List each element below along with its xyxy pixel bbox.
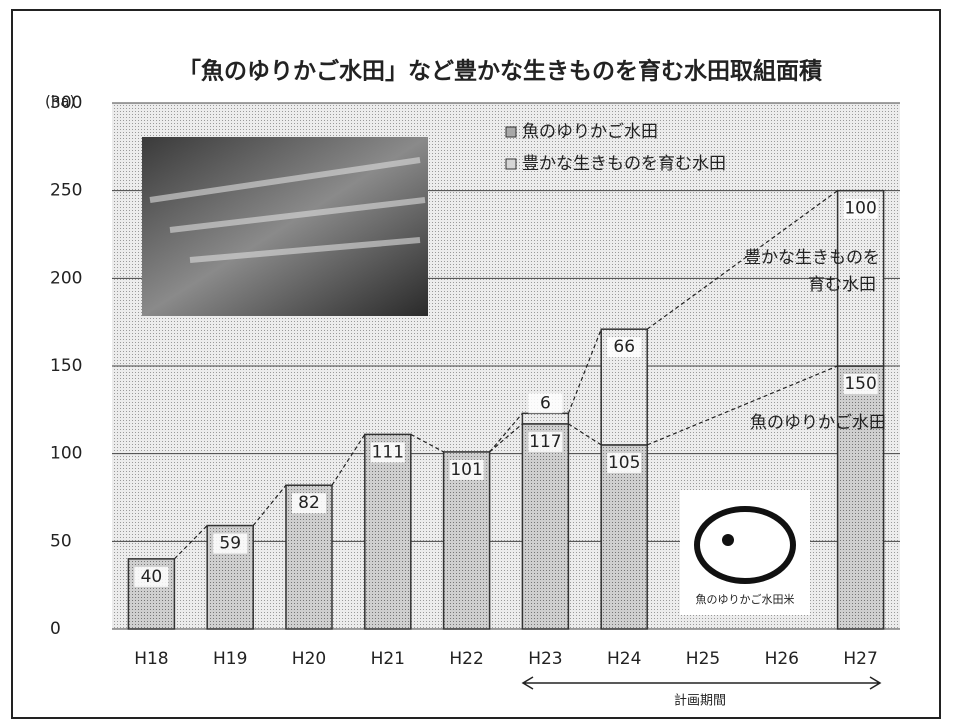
bar-segment <box>836 189 885 367</box>
bar-segment <box>521 423 570 630</box>
logo-fish <box>694 506 796 584</box>
connector-line <box>331 434 366 486</box>
connector-line <box>252 484 287 526</box>
value-label: 82 <box>298 493 320 513</box>
value-label: 6 <box>540 393 551 413</box>
y-tick-label: 250 <box>50 181 82 201</box>
value-label-bg <box>528 393 563 414</box>
series-annotation: 豊かな生きものを <box>744 248 880 268</box>
logo-eye <box>722 534 734 546</box>
value-label-bg <box>213 533 248 554</box>
legend-swatch <box>505 126 517 138</box>
connector-line <box>410 433 444 453</box>
legend-label: 豊かな生きものを育む水田 <box>522 154 726 174</box>
y-tick-label: 150 <box>50 356 82 376</box>
x-tick-label: H24 <box>607 649 641 669</box>
legend-label: 魚のゆりかご水田 <box>522 122 658 142</box>
value-label: 40 <box>141 567 163 587</box>
legend-swatch <box>505 158 517 170</box>
value-label-bg <box>449 459 484 480</box>
value-label: 101 <box>450 460 482 480</box>
x-tick-label: H22 <box>449 649 483 669</box>
y-tick-label: 0 <box>50 619 61 639</box>
value-label-bg <box>843 374 878 394</box>
x-tick-label: H18 <box>134 649 168 669</box>
photo-detail <box>149 157 426 263</box>
value-label: 66 <box>613 337 635 357</box>
value-label: 105 <box>608 453 640 473</box>
connector-line <box>173 525 208 560</box>
value-label-bg <box>528 431 563 452</box>
bar-segment <box>521 412 570 425</box>
bar-segment <box>364 433 412 630</box>
connector-line <box>489 412 523 453</box>
value-label: 59 <box>219 534 241 554</box>
series-annotation: 育む水田 <box>808 275 876 295</box>
value-label-bg <box>607 452 642 473</box>
value-label-bg <box>292 493 326 514</box>
connector-line <box>646 190 838 330</box>
value-label: 150 <box>844 374 876 394</box>
series-annotation: 魚のゆりかご水田 <box>750 413 886 433</box>
bar-segment <box>442 451 491 630</box>
connector-line <box>567 328 602 414</box>
y-tick-label: 100 <box>50 444 82 464</box>
plan-arrow <box>521 676 882 690</box>
value-label: 117 <box>529 432 561 452</box>
value-label: 100 <box>844 199 876 219</box>
y-unit: (ha) <box>45 93 75 111</box>
x-tick-label: H19 <box>213 649 247 669</box>
x-tick-label: H25 <box>686 649 720 669</box>
x-tick-label: H21 <box>371 649 405 669</box>
value-label: 111 <box>372 442 404 462</box>
chart-title: 「魚のゆりかご水田」など豊かな生きものを育む水田取組面積 <box>178 58 823 85</box>
value-label-bg <box>843 198 878 219</box>
x-tick-label: H27 <box>843 649 877 669</box>
x-tick-label: H20 <box>292 649 326 669</box>
x-tick-label: H26 <box>765 649 799 669</box>
x-tick-label: H23 <box>528 649 562 669</box>
value-label-bg <box>370 442 405 463</box>
y-tick-label: 50 <box>50 531 72 551</box>
plan-period-label: 計画期間 <box>674 693 726 709</box>
y-tick-label: 300 <box>50 93 82 113</box>
frame <box>11 9 941 719</box>
logo-text: 魚のゆりかご水田米 <box>696 592 795 606</box>
connector-line <box>646 365 838 446</box>
value-label-bg <box>607 337 642 358</box>
bar-segment <box>836 365 885 630</box>
y-tick-label: 200 <box>50 268 82 288</box>
connector-line <box>489 423 523 453</box>
value-label-bg <box>134 566 169 587</box>
